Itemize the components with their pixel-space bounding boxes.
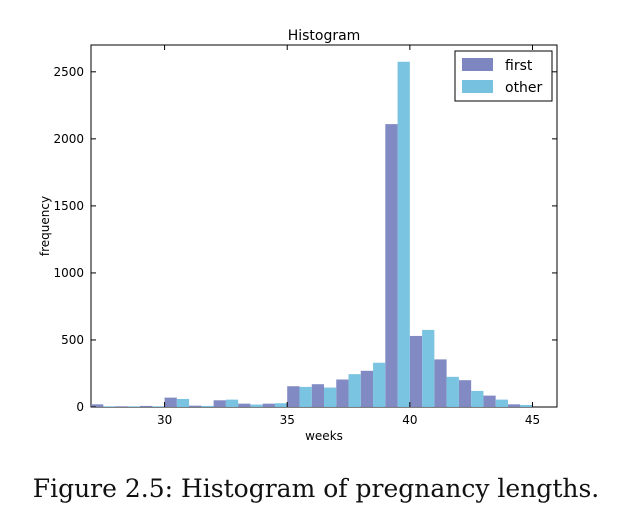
- bar-other-30: [176, 398, 190, 407]
- bar-first-33: [238, 403, 251, 407]
- bar-other-29: [152, 406, 165, 407]
- bar-other-43: [495, 399, 508, 407]
- bar-other-42: [471, 390, 484, 407]
- bar-first-37: [336, 379, 349, 407]
- bar-other-34: [274, 403, 288, 407]
- bar-first-34: [262, 403, 275, 407]
- x-tick-label: 45: [525, 413, 540, 427]
- bar-other-41: [446, 376, 459, 407]
- bar-other-37: [348, 374, 361, 407]
- bar-other-31: [201, 405, 214, 407]
- bar-other-33: [250, 404, 263, 407]
- legend-swatch-first: [462, 58, 493, 71]
- bar-first-32: [213, 400, 226, 407]
- bar-first-28: [115, 406, 128, 407]
- y-tick-label: 1000: [53, 266, 84, 280]
- y-tick-label: 500: [61, 333, 84, 347]
- y-tick-label: 0: [76, 400, 84, 414]
- legend-label-first: first: [505, 58, 533, 74]
- bar-first-36: [311, 384, 324, 407]
- bar-other-38: [373, 362, 386, 407]
- plot-area: [90, 44, 558, 408]
- y-tick-label: 2000: [53, 132, 84, 146]
- bar-first-40: [409, 335, 423, 407]
- bar-first-30: [164, 397, 177, 407]
- bar-other-35: [299, 386, 312, 407]
- legend: first other: [454, 50, 553, 102]
- bar-first-39: [385, 124, 398, 408]
- bar-first-38: [360, 370, 374, 407]
- y-axis-label: frequency: [38, 196, 52, 256]
- bar-other-32: [225, 399, 239, 407]
- legend-swatch-other: [462, 80, 493, 93]
- bars-layer: [91, 61, 533, 408]
- bar-first-27: [91, 404, 104, 407]
- bar-other-44: [520, 404, 533, 407]
- x-tick-label: 40: [402, 413, 417, 427]
- bar-first-29: [140, 405, 153, 407]
- x-axis-label: weeks: [305, 429, 343, 443]
- bar-first-35: [287, 386, 300, 407]
- histogram-chart: 30 35 40 45 0 500 1000 1500 2000 2500 Histogram w…: [38, 28, 558, 443]
- x-tick-label: 35: [280, 413, 295, 427]
- bar-other-28: [127, 406, 141, 407]
- figure-caption: Figure 2.5: Histogram of pregnancy lengt…: [32, 474, 600, 503]
- bar-first-43: [483, 395, 496, 407]
- bar-first-31: [189, 405, 202, 407]
- chart-title: Histogram: [288, 28, 361, 44]
- legend-label-other: other: [505, 80, 543, 96]
- x-tick-label: 30: [157, 413, 172, 427]
- y-tick-label: 2500: [53, 65, 84, 79]
- y-tick-label: 1500: [53, 199, 84, 213]
- bar-first-42: [458, 380, 472, 407]
- bar-other-27: [103, 406, 116, 407]
- axes-layer: 30 35 40 45 0 500 1000 1500 2000 2500: [53, 45, 557, 427]
- bar-first-44: [507, 404, 521, 407]
- bar-other-40: [422, 329, 435, 407]
- bar-other-39: [397, 61, 410, 408]
- bar-other-36: [324, 387, 337, 407]
- bar-first-41: [434, 359, 447, 407]
